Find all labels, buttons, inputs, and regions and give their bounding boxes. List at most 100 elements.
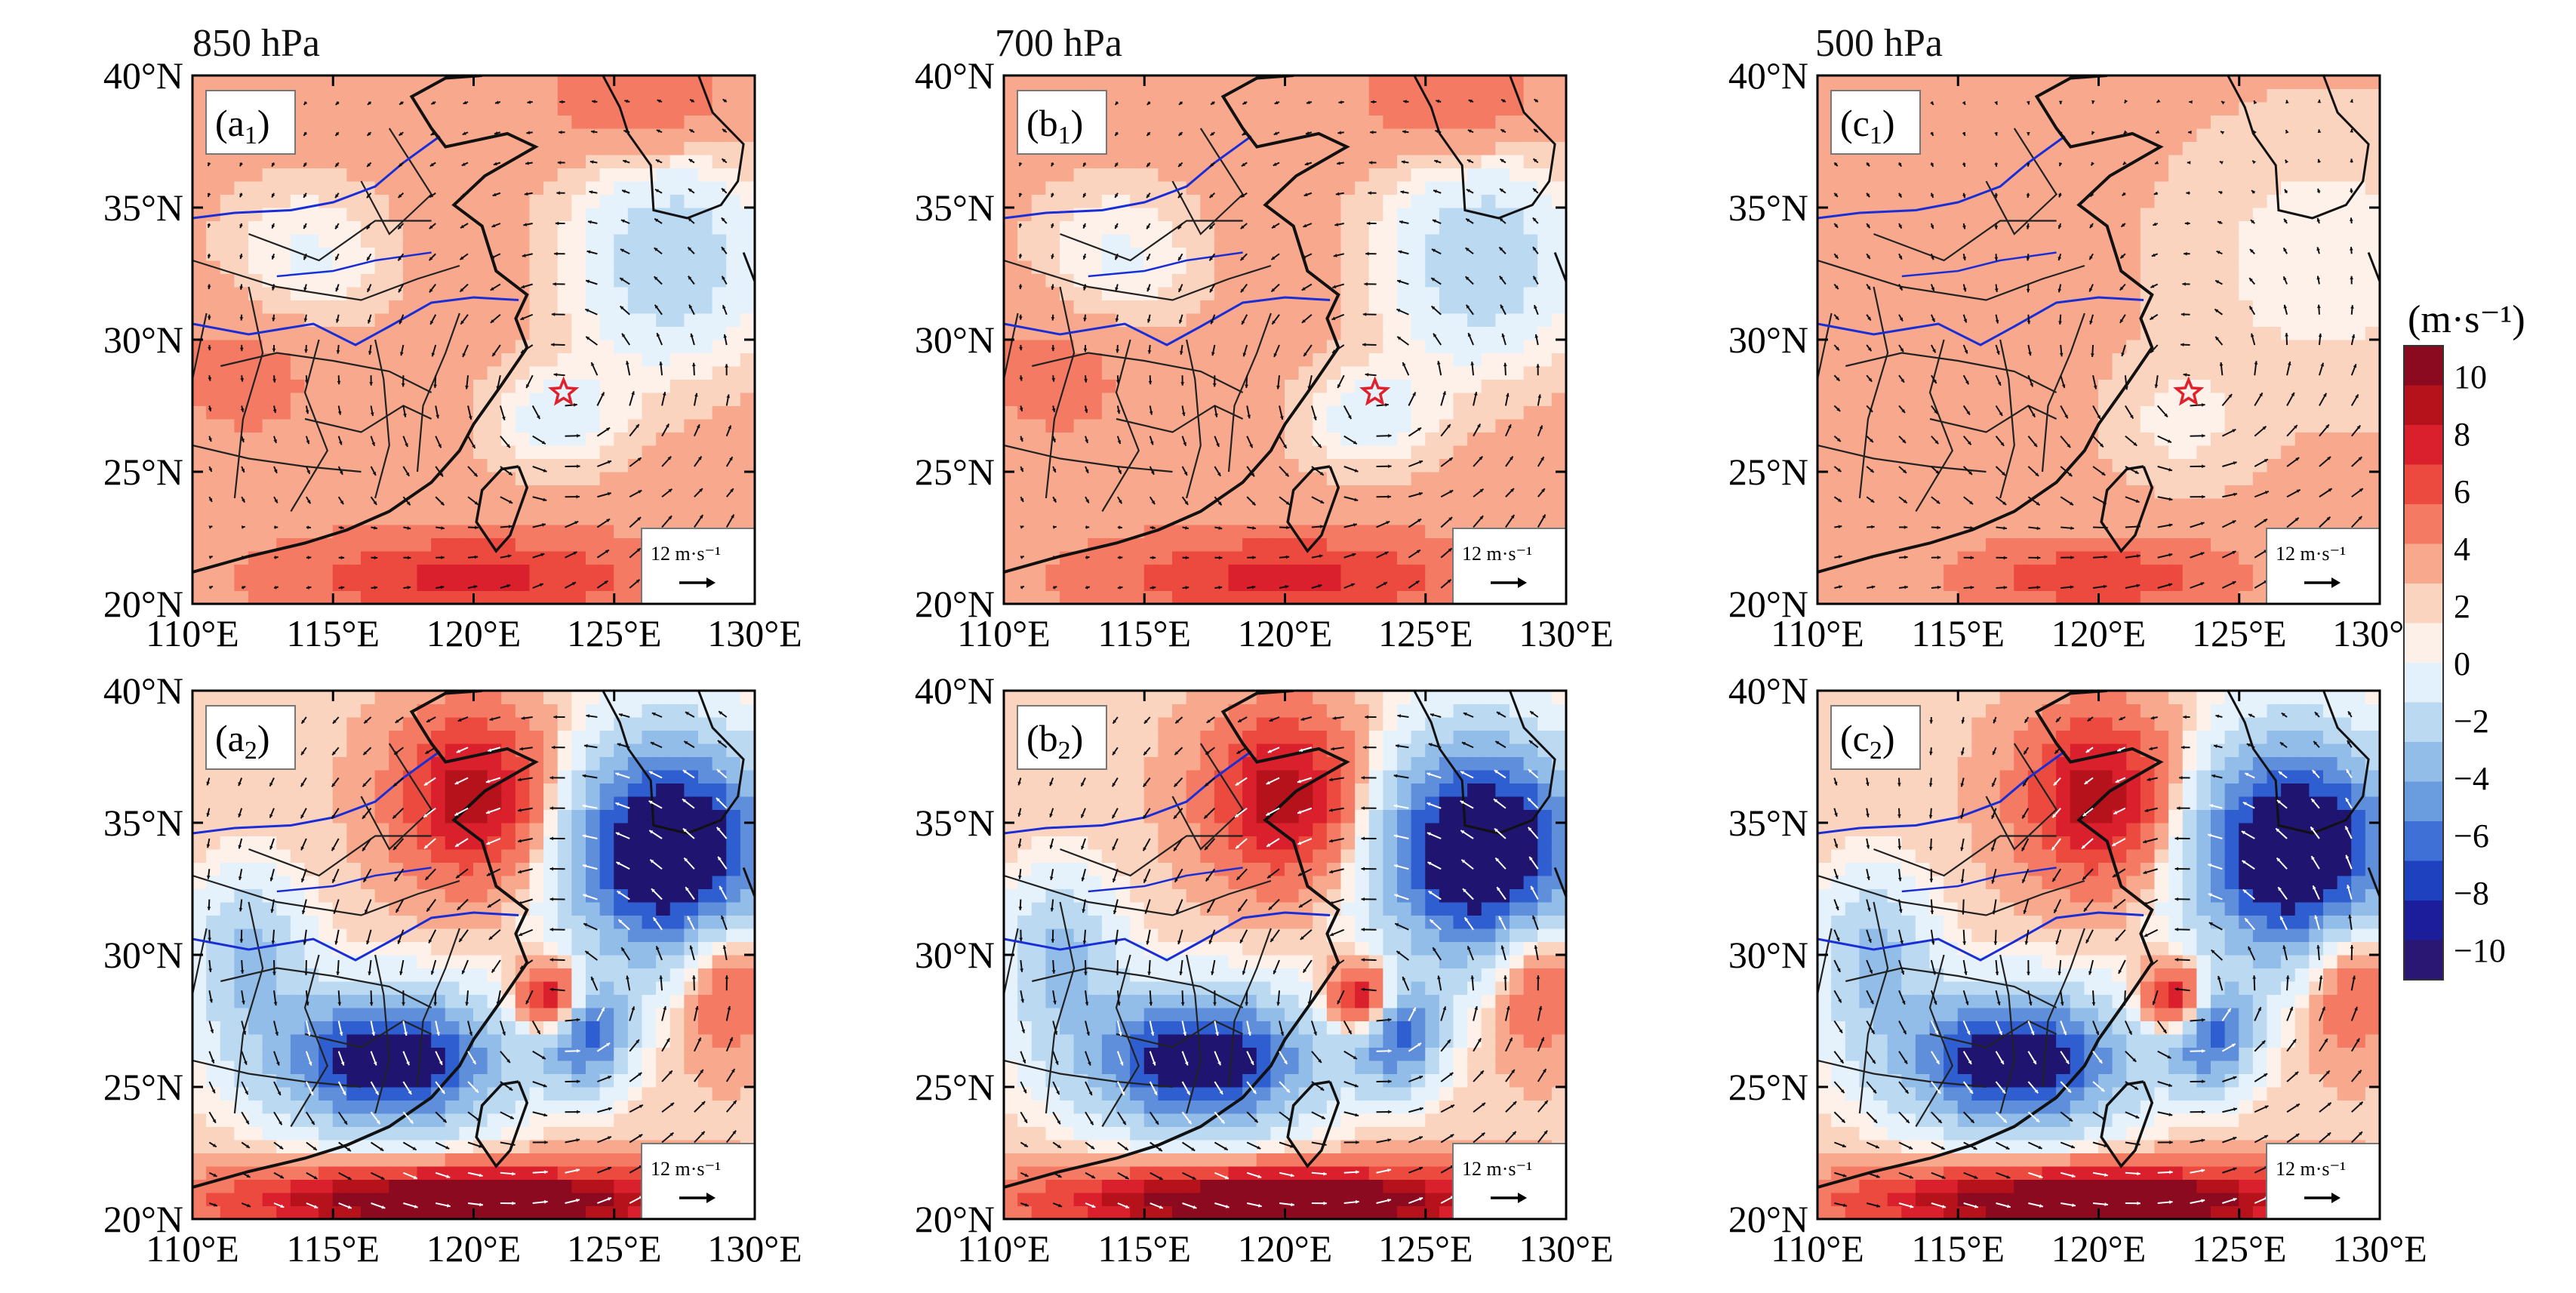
wind-arrowhead: [1319, 525, 1324, 528]
wind-arrowhead: [2093, 385, 2097, 389]
wind-arrowhead: [1235, 782, 1239, 786]
wind-arrowhead: [460, 320, 464, 325]
wind-vectors: [1017, 710, 1550, 1209]
wind-arrowhead: [1285, 473, 1289, 477]
yellow-river: [1817, 135, 2066, 220]
wind-arrowhead: [2137, 525, 2141, 528]
wind-arrowhead: [1928, 783, 1933, 787]
wind-arrowhead: [1872, 1060, 1876, 1064]
wind-arrowhead: [366, 225, 371, 229]
wind-arrowhead: [1329, 808, 1333, 812]
colorbar-swatch: [2404, 504, 2443, 544]
wind-arrowhead: [2137, 554, 2141, 559]
wind-arrowhead: [1300, 936, 1304, 940]
wind-arrowhead: [2254, 361, 2258, 365]
wind-arrowhead: [1174, 847, 1177, 851]
wind-arrowhead: [1215, 1032, 1219, 1036]
wind-arrowhead: [2209, 804, 2214, 808]
panel-label-box: [205, 90, 296, 155]
wind-arrowhead: [1051, 408, 1056, 412]
wind-arrowhead: [2026, 225, 2030, 229]
wind-arrowhead: [1867, 347, 1872, 352]
wind-arrowhead: [1115, 193, 1119, 198]
wind-arrowhead: [1337, 1000, 1341, 1005]
wind-arrowhead: [1500, 304, 1504, 309]
wind-arrowhead: [1056, 1091, 1060, 1095]
wind-scale-label: 12 m·s⁻¹: [1462, 1158, 1532, 1180]
wind-arrowhead: [1999, 412, 2003, 417]
wind-arrowhead: [2358, 516, 2362, 520]
wind-arrowhead: [456, 749, 460, 753]
wind-arrowhead: [1837, 968, 1841, 972]
wind-scale-reference: 12 m·s⁻¹: [1452, 1143, 1567, 1220]
wind-arrowhead: [334, 941, 339, 945]
wind-arrowhead: [2030, 1031, 2035, 1036]
wind-arrowhead: [405, 443, 408, 448]
huai-river: [1088, 867, 1243, 893]
wind-arrowhead: [2101, 472, 2106, 476]
wind-arrowhead: [2150, 316, 2154, 320]
wind-arrowhead: [656, 129, 660, 134]
wind-arrowhead: [2089, 256, 2093, 260]
wind-arrowhead: [303, 101, 308, 105]
wind-arrowhead: [1970, 1119, 1974, 1123]
wind-arrowhead: [1051, 317, 1055, 321]
wind-arrowhead: [343, 1120, 347, 1125]
wind-arrowhead: [1352, 553, 1356, 557]
wind-arrowhead: [1332, 716, 1337, 720]
wind-arrowhead: [1530, 711, 1534, 715]
wind-arrowhead: [2201, 1017, 2205, 1022]
wind-arrowhead: [469, 1032, 473, 1036]
province-boundary: [416, 312, 460, 473]
wind-arrowhead: [479, 1144, 483, 1148]
wind-arrowhead: [608, 1166, 612, 1171]
wind-arrowhead: [1909, 1146, 1913, 1150]
wind-arrowhead: [615, 802, 620, 806]
wind-arrowhead: [577, 1048, 580, 1053]
wind-arrowhead: [648, 771, 653, 775]
colorbar-tick-label: −4: [2454, 760, 2489, 797]
wind-arrowhead: [1020, 497, 1023, 502]
wind-scale-box: [1452, 528, 1567, 605]
wind-arrowhead: [280, 1204, 285, 1208]
wind-arrowhead: [426, 907, 430, 912]
wind-arrowhead: [1839, 1029, 1842, 1033]
wind-arrowhead: [1146, 163, 1150, 167]
wind-arrowhead: [2350, 188, 2353, 192]
wind-arrowhead: [1083, 348, 1088, 352]
wind-arrowhead: [1323, 1171, 1327, 1176]
wind-scale-arrowhead: [2331, 577, 2341, 588]
wind-arrowhead: [273, 469, 278, 473]
wind-arrowhead: [446, 1174, 451, 1178]
wind-arrowhead: [367, 319, 371, 324]
wind-arrowhead: [726, 394, 731, 399]
wind-arrowhead: [2174, 928, 2179, 931]
province-boundary: [2041, 312, 2085, 473]
wind-arrowhead: [1240, 257, 1245, 261]
wind-arrowhead: [465, 385, 469, 389]
wind-arrowhead: [494, 131, 498, 135]
wind-arrowhead: [2002, 472, 2005, 476]
wind-arrowhead: [2091, 162, 2095, 166]
wind-arrowhead: [1174, 814, 1177, 819]
lat-tick-label: 30°N: [103, 934, 183, 976]
wind-arrowhead: [2021, 847, 2025, 851]
wind-arrowhead: [1223, 1147, 1228, 1150]
wind-arrowhead: [1479, 488, 1484, 493]
wind-scale-reference: 12 m·s⁻¹: [2266, 1143, 2381, 1220]
wind-arrowhead: [588, 220, 592, 224]
wind-arrowhead: [1329, 870, 1334, 874]
wind-arrowhead: [508, 471, 512, 476]
wind-arrowhead: [1419, 1197, 1423, 1201]
wind-arrowhead: [1903, 1030, 1907, 1035]
wind-arrowhead: [1297, 810, 1301, 814]
wind-arrowhead: [1274, 100, 1279, 105]
panel-label-box: [205, 705, 296, 770]
wind-arrowhead: [1053, 498, 1057, 503]
wind-arrowhead: [1477, 1038, 1482, 1042]
wind-arrowhead: [1257, 1145, 1261, 1150]
wind-arrowhead: [722, 128, 726, 133]
wind-arrowhead: [347, 1176, 352, 1180]
